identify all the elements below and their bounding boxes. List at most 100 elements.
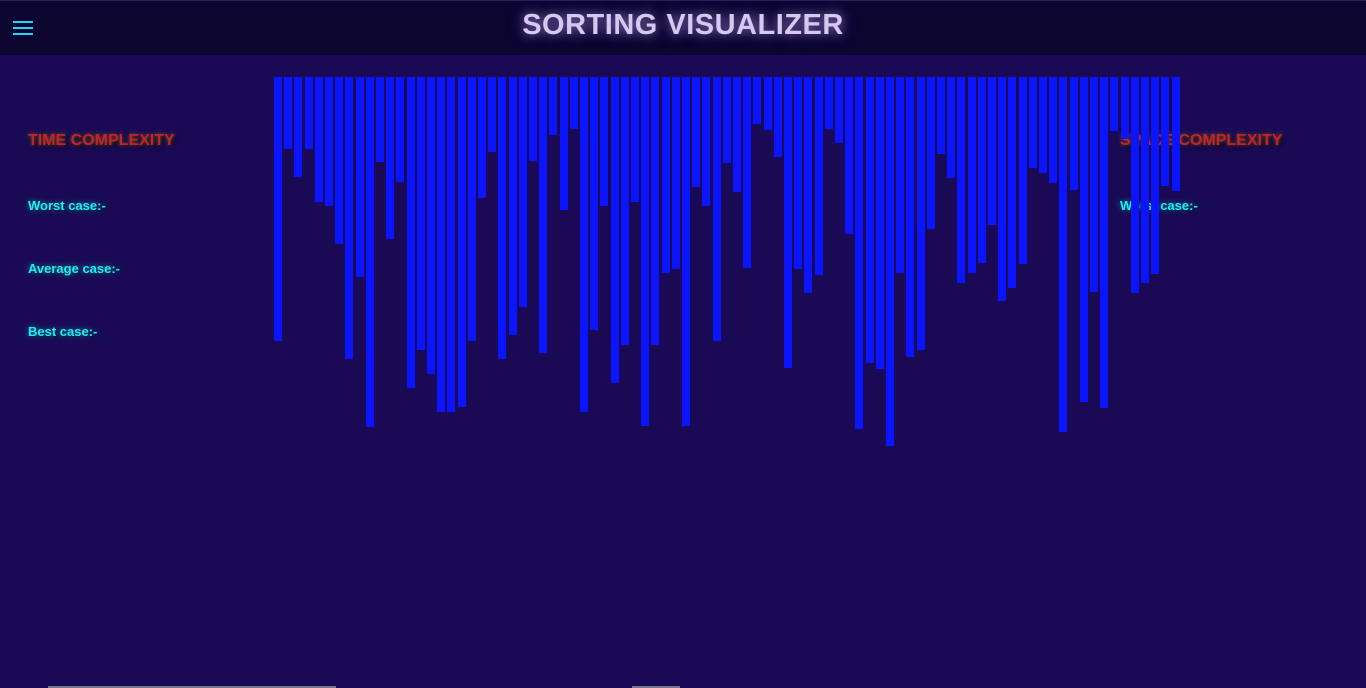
array-bar xyxy=(692,77,701,187)
array-bar xyxy=(641,77,650,426)
array-bar xyxy=(651,77,660,345)
array-bar xyxy=(1059,77,1068,432)
array-bar xyxy=(447,77,456,412)
array-bar xyxy=(631,77,639,202)
array-bar xyxy=(947,77,956,178)
array-bar xyxy=(610,77,619,383)
array-bar xyxy=(508,77,517,335)
array-bar xyxy=(1039,77,1047,173)
array-bar xyxy=(977,77,986,263)
array-bar xyxy=(1028,77,1037,168)
array-bar xyxy=(1120,77,1129,139)
array-bar xyxy=(386,77,395,239)
array-bar xyxy=(1079,77,1088,402)
array-bar xyxy=(743,77,752,268)
array-bar xyxy=(345,77,354,359)
array-bar xyxy=(1090,77,1098,292)
array-bar xyxy=(1069,77,1078,190)
array-bar xyxy=(896,77,905,273)
array-bar xyxy=(784,77,792,368)
array-bar xyxy=(875,77,884,369)
array-bar xyxy=(304,77,313,149)
array-bar xyxy=(590,77,599,330)
array-bar xyxy=(1151,77,1160,274)
array-bar xyxy=(1161,77,1170,186)
array-bar xyxy=(274,77,282,341)
array-bar xyxy=(814,77,823,275)
array-bar xyxy=(682,77,690,426)
array-bar xyxy=(702,77,711,206)
array-bar xyxy=(661,77,670,273)
array-bar xyxy=(773,77,782,157)
hamburger-menu-icon[interactable] xyxy=(13,20,33,36)
array-bar xyxy=(335,77,344,244)
array-bar xyxy=(845,77,854,234)
top-bar: SORTING VISUALIZER xyxy=(0,0,1366,55)
array-bar xyxy=(467,77,476,341)
array-bar xyxy=(580,77,588,412)
array-bar xyxy=(294,77,303,177)
array-bar xyxy=(437,77,446,412)
array-bar xyxy=(671,77,680,269)
array-bar xyxy=(1171,77,1180,191)
array-bar xyxy=(886,77,894,446)
array-bar xyxy=(376,77,384,162)
array-bar xyxy=(620,77,629,345)
space-complexity-heading: SPACE COMPLEXITY xyxy=(1120,132,1283,149)
array-bar xyxy=(988,77,996,225)
array-bar xyxy=(733,77,741,192)
bottom-control-strip[interactable] xyxy=(48,686,336,688)
array-bar xyxy=(967,77,976,273)
array-bar xyxy=(539,77,548,353)
array-bar xyxy=(855,77,864,429)
array-bar xyxy=(559,77,568,210)
array-bar xyxy=(529,77,537,161)
array-bar xyxy=(998,77,1007,301)
time-worst-case: Worst case:- xyxy=(28,198,106,213)
array-bar xyxy=(763,77,772,130)
array-bar xyxy=(926,77,935,229)
array-bar xyxy=(284,77,293,149)
array-bar xyxy=(937,77,945,154)
array-bar xyxy=(1141,77,1149,283)
array-bar xyxy=(1110,77,1119,131)
array-bar xyxy=(1008,77,1017,288)
array-bar xyxy=(722,77,731,163)
array-bar xyxy=(794,77,803,269)
array-bar xyxy=(824,77,833,129)
array-bar xyxy=(355,77,364,277)
array-bar xyxy=(712,77,721,341)
array-bar xyxy=(416,77,425,350)
array-bar xyxy=(865,77,874,363)
array-bar xyxy=(835,77,843,143)
array-bar xyxy=(498,77,507,359)
space-complexity-panel: SPACE COMPLEXITY Worst case:- xyxy=(1120,130,1283,213)
time-best-case: Best case:- xyxy=(28,324,98,339)
array-bar xyxy=(518,77,527,307)
array-bar xyxy=(916,77,925,350)
array-bar xyxy=(325,77,333,206)
time-average-case: Average case:- xyxy=(28,261,121,276)
array-bar xyxy=(427,77,435,374)
array-bar xyxy=(569,77,578,129)
array-bar xyxy=(457,77,466,407)
array-bar xyxy=(906,77,915,357)
array-bar xyxy=(314,77,323,202)
array-bars-container xyxy=(274,77,1180,446)
array-bar xyxy=(1130,77,1139,293)
time-complexity-heading: TIME COMPLEXITY xyxy=(28,132,175,149)
array-bar xyxy=(549,77,558,135)
array-bar xyxy=(1049,77,1058,183)
array-bar xyxy=(365,77,374,427)
array-bar xyxy=(1018,77,1027,264)
app-title: SORTING VISUALIZER xyxy=(522,9,844,41)
bottom-control-strip-2[interactable] xyxy=(632,686,680,688)
array-bar xyxy=(804,77,813,293)
array-bar xyxy=(488,77,497,152)
array-bar xyxy=(753,77,762,124)
time-complexity-panel: TIME COMPLEXITY Worst case:- Average cas… xyxy=(28,130,175,339)
array-bar xyxy=(396,77,405,182)
array-bar xyxy=(478,77,486,198)
array-bar xyxy=(600,77,609,206)
array-bar xyxy=(1100,77,1109,408)
